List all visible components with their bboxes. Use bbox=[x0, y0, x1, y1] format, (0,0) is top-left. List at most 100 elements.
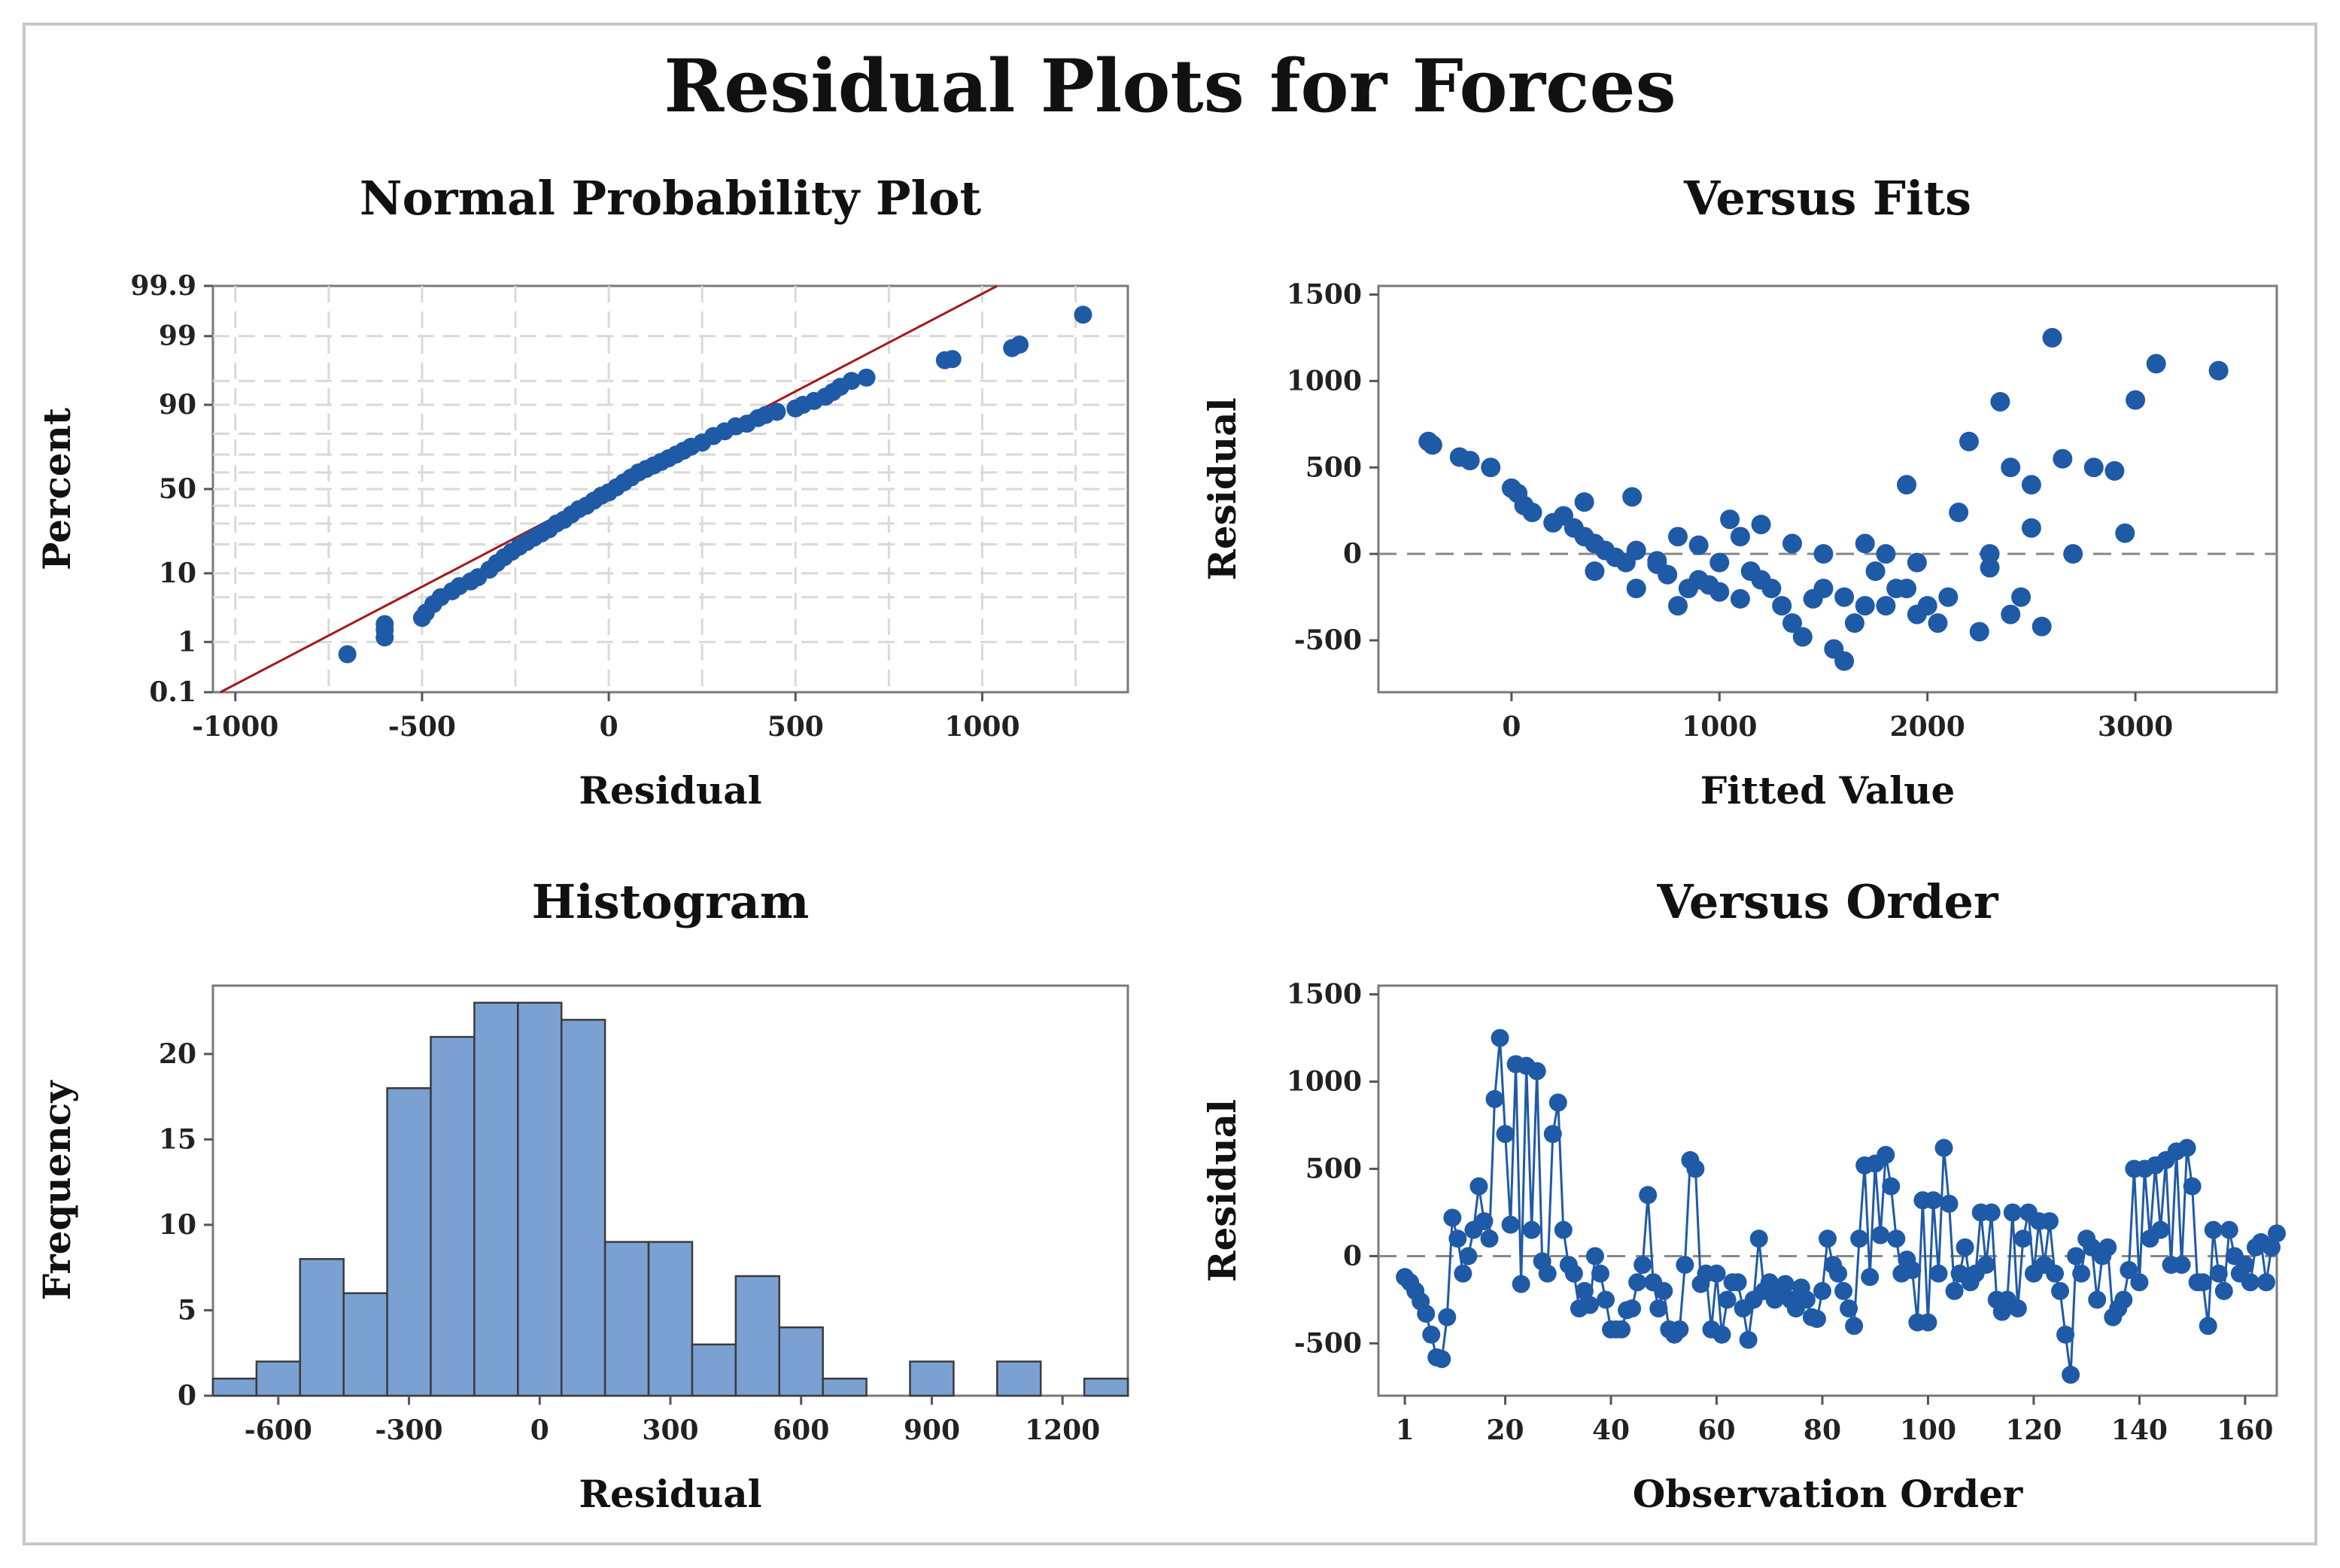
data-point bbox=[1855, 596, 1875, 616]
data-point bbox=[2204, 1220, 2223, 1239]
y-axis-label: Percent bbox=[35, 408, 79, 570]
data-point bbox=[1980, 558, 2000, 578]
x-tick-label: 1000 bbox=[1682, 711, 1757, 743]
x-tick-label: 20 bbox=[1487, 1415, 1524, 1446]
x-tick-label: 100 bbox=[1900, 1415, 1956, 1446]
x-tick-label: 1000 bbox=[944, 711, 1020, 743]
data-point bbox=[1813, 544, 1834, 564]
data-point bbox=[1751, 515, 1771, 535]
x-tick-label: 120 bbox=[2005, 1415, 2062, 1446]
data-point bbox=[2063, 544, 2083, 564]
data-point bbox=[1956, 1238, 1974, 1257]
data-point bbox=[1797, 1290, 1816, 1309]
data-point bbox=[2051, 1281, 2070, 1300]
data-point bbox=[1649, 1299, 1668, 1318]
histogram-bar bbox=[386, 1087, 432, 1397]
data-point bbox=[1840, 1299, 1858, 1318]
histogram-bar bbox=[691, 1343, 737, 1397]
x-tick-label: 80 bbox=[1804, 1415, 1841, 1446]
data-point bbox=[2115, 523, 2135, 543]
x-tick-label: 140 bbox=[2111, 1415, 2168, 1446]
histogram-bar bbox=[603, 1241, 650, 1397]
histogram-bar bbox=[342, 1292, 388, 1397]
y-tick-label: 500 bbox=[1305, 1153, 1362, 1185]
x-tick-label: 300 bbox=[642, 1415, 698, 1446]
data-point bbox=[1676, 1256, 1694, 1275]
y-axis-label: Frequency bbox=[35, 1080, 79, 1301]
data-point bbox=[2126, 390, 2146, 410]
data-point bbox=[1010, 336, 1029, 354]
data-point bbox=[1548, 1093, 1567, 1112]
data-point bbox=[1844, 613, 1864, 634]
data-point bbox=[2056, 1325, 2075, 1344]
data-point bbox=[1772, 596, 1792, 616]
x-tick-label: 60 bbox=[1697, 1415, 1735, 1446]
data-point bbox=[1982, 1203, 2001, 1222]
y-tick-label: 10 bbox=[159, 1209, 196, 1241]
data-point bbox=[1475, 1212, 1494, 1231]
data-point bbox=[2053, 448, 2073, 469]
data-point bbox=[2256, 1273, 2275, 1292]
data-point bbox=[943, 350, 962, 369]
data-point bbox=[1491, 1029, 1509, 1047]
data-point bbox=[2008, 1299, 2027, 1318]
data-point bbox=[2104, 460, 2125, 481]
data-point bbox=[1813, 1281, 1831, 1300]
data-point bbox=[1575, 1281, 1594, 1300]
y-tick-label: 1000 bbox=[1287, 365, 1362, 397]
data-point bbox=[1612, 1320, 1631, 1339]
data-point bbox=[338, 645, 357, 664]
y-tick-label: 50 bbox=[159, 473, 196, 505]
data-point bbox=[1585, 1247, 1604, 1266]
x-axis-label: Residual bbox=[579, 768, 761, 813]
data-point bbox=[1980, 544, 2000, 564]
data-point bbox=[1469, 1177, 1488, 1196]
data-point bbox=[2208, 360, 2229, 381]
histogram-bar bbox=[211, 1378, 258, 1397]
data-point bbox=[1865, 561, 1886, 582]
histogram-bar bbox=[517, 1001, 563, 1397]
y-tick-label: 20 bbox=[159, 1038, 196, 1070]
data-point bbox=[1454, 1264, 1472, 1283]
histogram-bar bbox=[1083, 1378, 1129, 1397]
data-point bbox=[1850, 1229, 1869, 1248]
data-point bbox=[1990, 391, 2010, 412]
data-point bbox=[1633, 1256, 1652, 1275]
data-point bbox=[1861, 1268, 1880, 1287]
data-point bbox=[1670, 1320, 1689, 1339]
data-point bbox=[2183, 1177, 2202, 1196]
data-point bbox=[2067, 1247, 2086, 1266]
data-point bbox=[2083, 457, 2104, 478]
data-point bbox=[1422, 435, 1442, 455]
data-point bbox=[1871, 1226, 1890, 1244]
data-point bbox=[1622, 487, 1643, 507]
data-point bbox=[1686, 1159, 1705, 1178]
data-point bbox=[1564, 1264, 1583, 1283]
x-tick-label: 160 bbox=[2217, 1415, 2273, 1446]
data-point bbox=[1626, 579, 1646, 599]
data-point bbox=[1626, 540, 1646, 561]
x-tick-label: -1000 bbox=[192, 711, 278, 743]
data-point bbox=[1580, 1296, 1599, 1314]
histogram-bar bbox=[473, 1001, 519, 1397]
data-point bbox=[1959, 431, 1979, 451]
data-point bbox=[1749, 1229, 1768, 1248]
y-tick-label: 500 bbox=[1305, 451, 1362, 483]
histogram-bar bbox=[822, 1378, 868, 1397]
histogram-bar bbox=[778, 1326, 824, 1397]
data-point bbox=[2177, 1138, 2196, 1157]
y-tick-label: 0 bbox=[1343, 1240, 1362, 1272]
data-point bbox=[1728, 1273, 1747, 1292]
data-point bbox=[375, 615, 394, 634]
data-point bbox=[1485, 1089, 1504, 1108]
histogram-bar bbox=[560, 1019, 606, 1397]
data-point bbox=[1776, 1275, 1795, 1293]
versus-fits-plot: Versus Fits Fitted Value Residual 0 1000 2000… bbox=[1200, 171, 2278, 813]
data-point bbox=[1460, 451, 1480, 471]
data-point bbox=[1658, 564, 1678, 585]
histogram-bar bbox=[647, 1241, 694, 1397]
data-point bbox=[2130, 1273, 2149, 1292]
histogram-bar bbox=[734, 1275, 781, 1397]
data-point bbox=[1845, 1317, 1864, 1336]
y-tick-label: 1000 bbox=[1287, 1066, 1362, 1098]
